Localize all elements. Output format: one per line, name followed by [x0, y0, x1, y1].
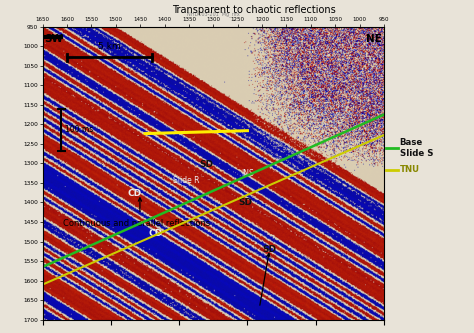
Text: SD: SD: [239, 198, 253, 207]
Text: 5 km: 5 km: [98, 42, 120, 51]
Text: NE: NE: [366, 34, 382, 44]
Text: INS: INS: [241, 168, 254, 178]
Text: TNU: TNU: [400, 165, 419, 174]
Text: Transparent to chaotic reflections: Transparent to chaotic reflections: [172, 5, 336, 15]
Text: SD: SD: [200, 160, 213, 169]
Text: Slide R: Slide R: [173, 176, 199, 185]
Text: 100 ms: 100 ms: [65, 126, 93, 135]
Text: SD: SD: [263, 245, 277, 254]
Text: Continuous and parallel reflections: Continuous and parallel reflections: [63, 218, 210, 227]
X-axis label: NHD103-201  Mg_rlfx: NHD103-201 Mg_rlfx: [187, 11, 240, 17]
Text: Base
Slide S: Base Slide S: [400, 139, 433, 158]
Text: SW: SW: [45, 34, 64, 44]
Text: CD: CD: [128, 189, 142, 198]
Text: CD: CD: [148, 229, 162, 238]
